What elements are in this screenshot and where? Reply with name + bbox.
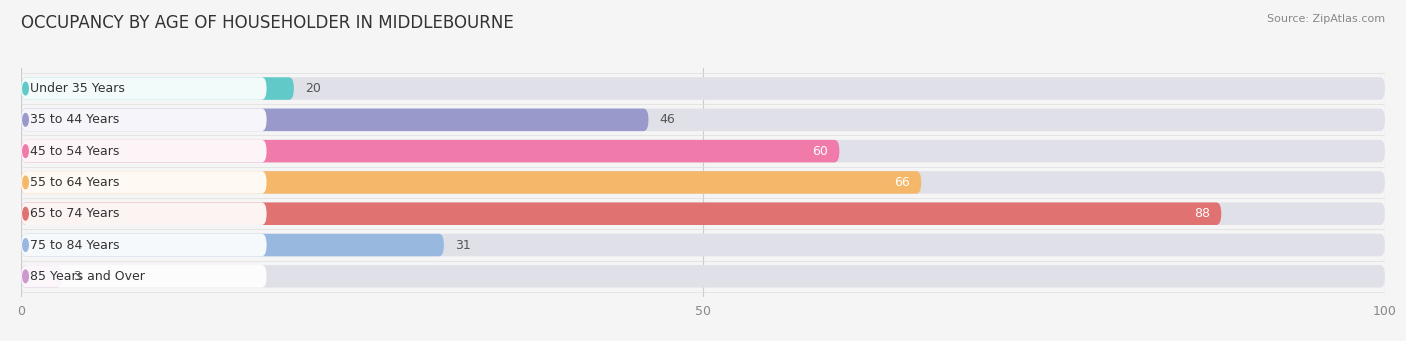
FancyBboxPatch shape — [21, 234, 267, 256]
Circle shape — [22, 176, 28, 189]
FancyBboxPatch shape — [21, 203, 1222, 225]
Text: 75 to 84 Years: 75 to 84 Years — [30, 239, 120, 252]
Text: 45 to 54 Years: 45 to 54 Years — [30, 145, 120, 158]
Text: 35 to 44 Years: 35 to 44 Years — [30, 113, 120, 126]
FancyBboxPatch shape — [21, 140, 1385, 162]
FancyBboxPatch shape — [21, 203, 1385, 225]
FancyBboxPatch shape — [21, 203, 267, 225]
Text: 55 to 64 Years: 55 to 64 Years — [30, 176, 120, 189]
Text: 60: 60 — [813, 145, 828, 158]
FancyBboxPatch shape — [21, 77, 294, 100]
FancyBboxPatch shape — [21, 108, 267, 131]
Circle shape — [22, 82, 28, 95]
FancyBboxPatch shape — [21, 234, 1385, 256]
FancyBboxPatch shape — [21, 140, 267, 162]
FancyBboxPatch shape — [21, 108, 648, 131]
Circle shape — [22, 145, 28, 158]
FancyBboxPatch shape — [21, 77, 267, 100]
FancyBboxPatch shape — [21, 171, 1385, 194]
FancyBboxPatch shape — [21, 234, 444, 256]
Text: 3: 3 — [73, 270, 80, 283]
Text: OCCUPANCY BY AGE OF HOUSEHOLDER IN MIDDLEBOURNE: OCCUPANCY BY AGE OF HOUSEHOLDER IN MIDDL… — [21, 14, 513, 32]
FancyBboxPatch shape — [21, 171, 921, 194]
Text: Under 35 Years: Under 35 Years — [30, 82, 125, 95]
FancyBboxPatch shape — [21, 265, 1385, 287]
FancyBboxPatch shape — [21, 265, 267, 287]
Text: 46: 46 — [659, 113, 675, 126]
Text: Source: ZipAtlas.com: Source: ZipAtlas.com — [1267, 14, 1385, 24]
Text: 20: 20 — [305, 82, 321, 95]
FancyBboxPatch shape — [21, 77, 1385, 100]
Text: 66: 66 — [894, 176, 910, 189]
FancyBboxPatch shape — [21, 108, 1385, 131]
Circle shape — [22, 114, 28, 126]
Circle shape — [22, 207, 28, 220]
FancyBboxPatch shape — [21, 140, 839, 162]
Text: 31: 31 — [454, 239, 471, 252]
Circle shape — [22, 239, 28, 251]
Text: 85 Years and Over: 85 Years and Over — [30, 270, 145, 283]
FancyBboxPatch shape — [21, 265, 62, 287]
FancyBboxPatch shape — [21, 171, 267, 194]
Circle shape — [22, 270, 28, 283]
Text: 65 to 74 Years: 65 to 74 Years — [30, 207, 120, 220]
Text: 88: 88 — [1194, 207, 1211, 220]
